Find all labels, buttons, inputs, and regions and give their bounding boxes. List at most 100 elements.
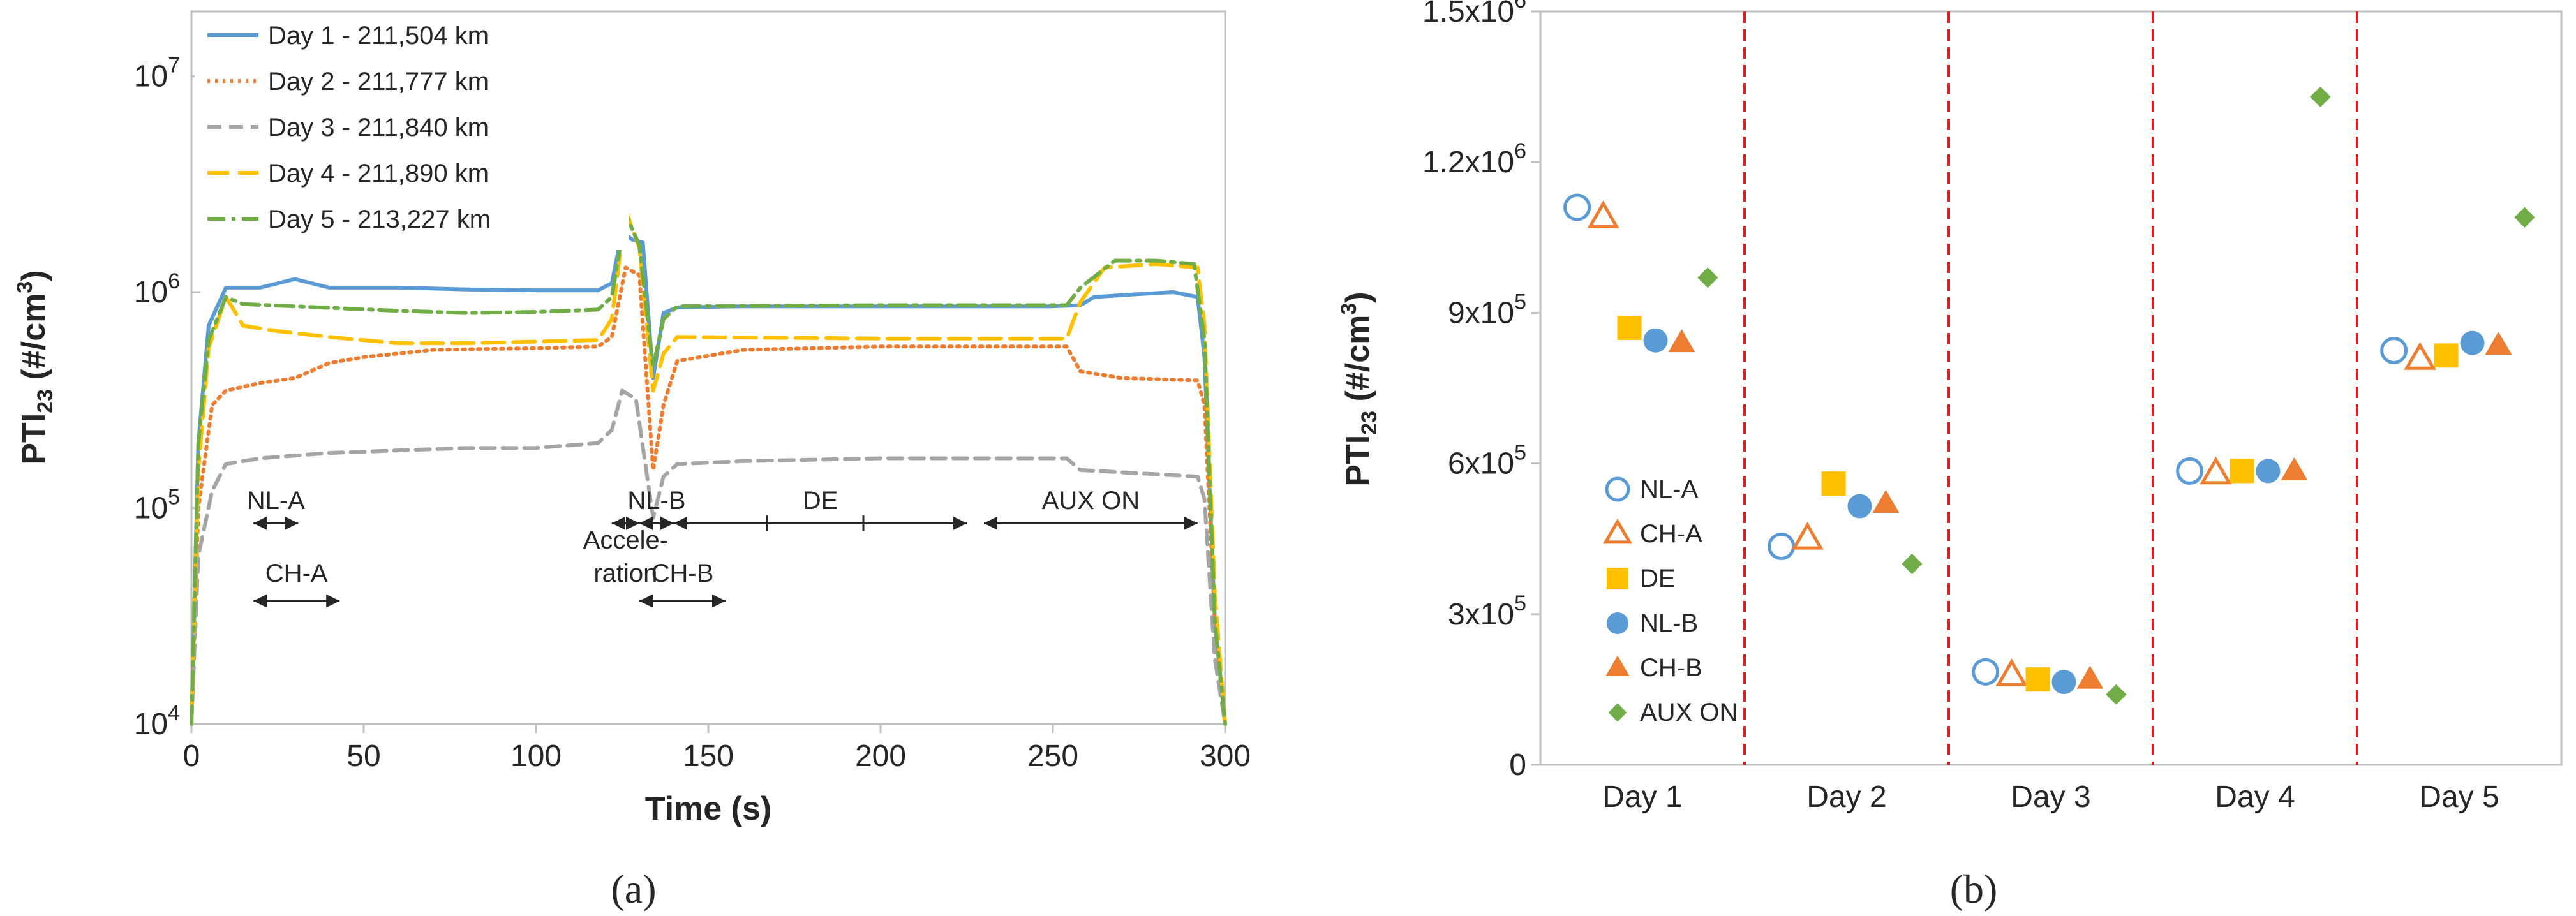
panel-b-y-tick-label: 1.5x106: [1422, 0, 1526, 29]
panel-b-marker-de: [2230, 459, 2254, 484]
panel-a-x-tick-label: 300: [1200, 739, 1251, 773]
legend-b-label-nl-a: NL-A: [1640, 475, 1698, 503]
panel-b-marker-nl-a: [2380, 336, 2408, 364]
panel-b-marker-ch-b: [1668, 329, 1695, 353]
legend-b-marker-nl-a: [1605, 476, 1630, 502]
panel-a-annotation-label: ration: [593, 559, 657, 587]
panel-a-series-line-day1: [190, 230, 1227, 726]
panel-b-marker-nl-a: [2176, 457, 2204, 485]
panel-a-annotation-label: CH-B: [651, 559, 714, 587]
legend-b-label-nl-b: NL-B: [1640, 609, 1698, 637]
panel-b-marker-nl-b: [2460, 330, 2485, 355]
panel-b-marker-de: [1617, 316, 1642, 341]
panel-a-x-tick-label: 150: [683, 739, 734, 773]
legend-a-label-day4: Day 4 - 211,890 km: [268, 159, 489, 188]
legend-b-marker-nl-b: [1607, 612, 1628, 634]
panel-b-marker-nl-a: [1768, 533, 1796, 561]
legend-a-label-day1: Day 1 - 211,504 km: [268, 22, 489, 50]
panel-b-x-tick-label: Day 1: [1602, 780, 1682, 814]
panel-b-day-separators: [1743, 11, 2358, 765]
panel-b-x-tick-label: Day 3: [2011, 780, 2090, 814]
panel-a-y-tick-label: 104: [134, 701, 180, 741]
panel-b-marker-ch-b: [2281, 457, 2308, 480]
panel-b-y-ticks: 0 3x105 6x105 9x105 1.2x106 1.5x106: [1422, 0, 1540, 782]
panel-b-marker-aux-on: [2106, 684, 2127, 705]
panel-b-legend: NL-A CH-A DE NL-B CH-B AUX ON: [1602, 475, 1738, 727]
legend-b-marker-aux-on: [1608, 703, 1627, 722]
panel-b-markers: [1563, 86, 2535, 705]
panel-b-marker-de: [1821, 471, 1846, 496]
panel-b-marker-ch-a: [1587, 200, 1619, 228]
panel-b-marker-ch-a: [2404, 342, 2436, 370]
panel-b-y-axis-title: PTI23 (#/cm3): [1337, 292, 1381, 486]
panel-b-marker-nl-a: [1972, 658, 2000, 686]
legend-b-label-aux-on: AUX ON: [1640, 698, 1738, 727]
panel-b-marker-nl-a: [1563, 193, 1591, 221]
panel-a-x-tick-label: 100: [510, 739, 562, 773]
panel-a-series-line-day3: [190, 388, 1227, 726]
panel-a-y-tick-label: 105: [134, 485, 180, 526]
legend-b-marker-nl-b: [1607, 612, 1628, 634]
panel-b-marker-de: [2025, 667, 2050, 692]
panel-a-x-tick-label: 0: [183, 739, 200, 773]
panel-b-y-tick-label: 3x105: [1448, 591, 1526, 632]
panel-a-y-tick-label: 107: [134, 54, 180, 94]
legend-b-label-de: DE: [1640, 565, 1676, 593]
panel-a-line-chart: 104 105 106 107 0 50 100 150 200 250 300 NL-A CH-A…: [13, 10, 1251, 912]
legend-b-label-ch-a: CH-A: [1640, 520, 1702, 548]
legend-a-label-day5: Day 5 - 213,227 km: [268, 205, 491, 233]
panel-b-x-ticks: Day 1 Day 2 Day 3 Day 4 Day 5: [1602, 780, 2499, 814]
panel-b-marker-nl-b: [2256, 459, 2281, 484]
panel-b-x-tick-label: Day 5: [2419, 780, 2499, 814]
panel-a-annotation-label: DE: [803, 487, 838, 515]
panel-a-phase-annotations: NL-A CH-A Accele-ration NL-B CH-B DE AUX ON: [247, 487, 1198, 608]
legend-b-marker-ch-b: [1605, 655, 1630, 676]
panel-b-x-tick-label: Day 2: [1806, 780, 1886, 814]
legend-b-marker-ch-a: [1602, 518, 1633, 544]
panel-b-marker-ch-b: [1872, 489, 1900, 513]
panel-a-legend: Day 1 - 211,504 km Day 2 - 211,777 km Da…: [195, 14, 629, 250]
panel-b-label: (b): [1950, 866, 1998, 912]
panel-b-marker-ch-a: [2200, 456, 2232, 485]
panel-b-y-tick-label: 1.2x106: [1422, 139, 1526, 179]
panel-a-x-ticks: 0 50 100 150 200 250 300: [183, 724, 1251, 773]
legend-b-label-ch-b: CH-B: [1640, 654, 1702, 682]
legend-b-marker-aux-on: [1608, 703, 1627, 722]
panel-a-annotation-label: NL-A: [247, 487, 305, 515]
panel-b-y-tick-label: 6x105: [1448, 441, 1526, 481]
panel-b-y-tick-label: 0: [1509, 748, 1526, 782]
legend-b-marker-de: [1607, 568, 1628, 589]
panel-a-annotation-label: NL-B: [627, 487, 685, 515]
legend-b-marker-de: [1607, 568, 1628, 589]
panel-b-marker-aux-on: [2310, 86, 2331, 107]
panel-a-series-lines: [190, 208, 1227, 726]
legend-b-marker-ch-b: [1605, 655, 1630, 676]
panel-a-y-tick-label: 106: [134, 269, 180, 309]
panel-a-y-axis-title: PTI23 (#/cm3): [13, 270, 57, 464]
panel-a-annotation-label: CH-A: [265, 559, 328, 587]
panel-a-annotation-label: AUX ON: [1042, 487, 1140, 515]
panel-b-marker-aux-on: [1697, 267, 1718, 288]
panel-a-series-line-day4: [190, 208, 1227, 726]
panel-a-series-line-day5: [190, 212, 1227, 726]
panel-b-marker-nl-b: [1643, 328, 1668, 353]
panel-a-label: (a): [611, 866, 656, 912]
panel-a-x-tick-label: 250: [1027, 739, 1078, 773]
legend-b-marker-nl-a: [1605, 476, 1630, 502]
legend-a-label-day2: Day 2 - 211,777 km: [268, 68, 489, 96]
panel-a-x-tick-label: 50: [346, 739, 380, 773]
panel-b-marker-nl-b: [1847, 494, 1872, 519]
legend-b-marker-ch-a: [1602, 518, 1633, 544]
panel-a-x-tick-label: 200: [855, 739, 906, 773]
panel-b-marker-aux-on: [1902, 553, 1923, 575]
panel-a-annotation-label: Accele-: [583, 526, 668, 554]
panel-a-y-ticks: 104 105 106 107: [134, 54, 200, 741]
panel-b-marker-ch-b: [2485, 331, 2512, 355]
legend-a-frame: [195, 14, 629, 250]
panel-a-x-axis-title: Time (s): [645, 790, 771, 827]
panel-b-marker-ch-b: [2076, 665, 2104, 689]
panel-b-plot-frame: [1539, 10, 2563, 766]
panel-b-marker-ch-a: [1791, 522, 1824, 550]
